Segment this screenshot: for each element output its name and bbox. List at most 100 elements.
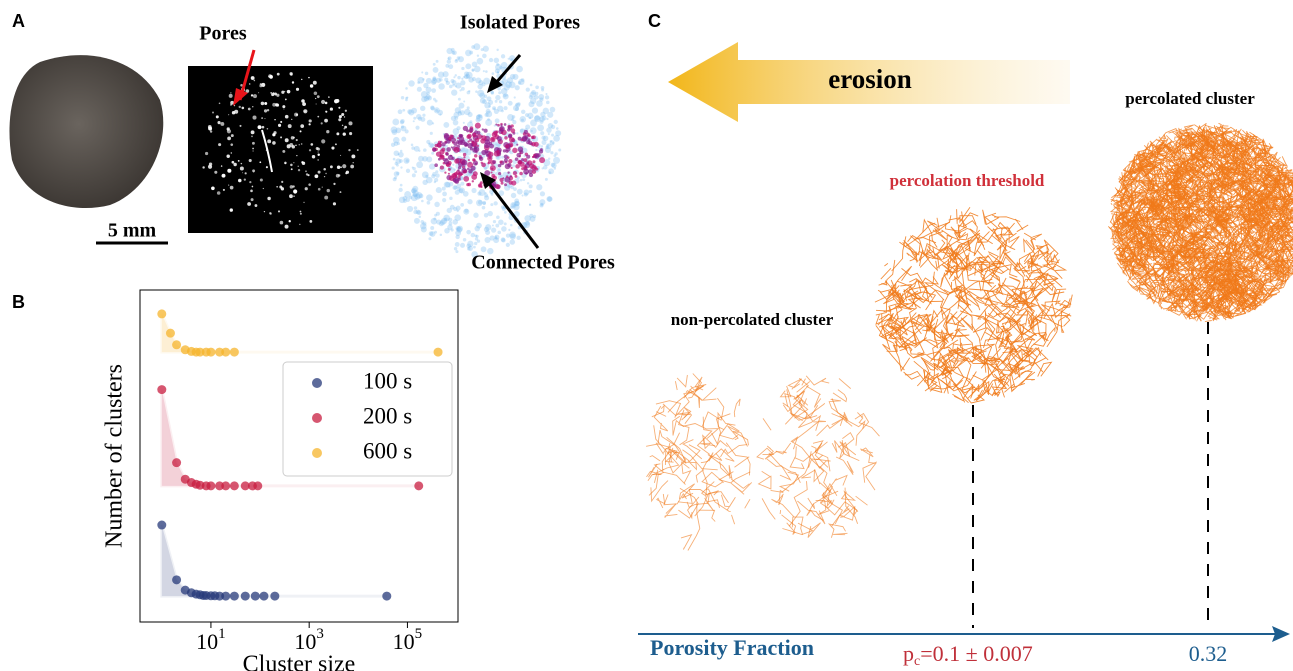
- pore: [259, 161, 262, 164]
- pore: [456, 56, 461, 60]
- pore: [464, 71, 470, 77]
- pore: [258, 92, 260, 94]
- pore: [254, 204, 258, 207]
- pore: [432, 62, 436, 66]
- network-edge: [657, 429, 681, 454]
- pore: [298, 144, 300, 146]
- pore: [442, 198, 447, 203]
- arrow-head: [487, 76, 503, 93]
- pore: [531, 169, 537, 174]
- panel-label: A: [12, 11, 25, 31]
- network-edge: [882, 335, 905, 371]
- data-point: [382, 591, 392, 601]
- network-edge: [1128, 142, 1149, 163]
- pore: [411, 173, 416, 178]
- pore: [500, 88, 508, 95]
- network-edge: [909, 296, 917, 343]
- pc-label: pc=0.1 ± 0.007: [903, 641, 1033, 669]
- network-edge: [1124, 250, 1143, 280]
- network-edge: [989, 268, 1009, 282]
- network-edge: [1176, 140, 1217, 153]
- pore: [448, 185, 451, 188]
- network-edge: [1012, 275, 1033, 306]
- pore: [504, 183, 508, 187]
- pore: [344, 109, 347, 112]
- pore: [425, 94, 431, 100]
- pore: [398, 151, 404, 158]
- pore: [437, 109, 443, 116]
- pore: [534, 95, 539, 100]
- pore: [545, 143, 552, 150]
- pore: [245, 89, 250, 93]
- pore: [545, 93, 548, 96]
- pore: [503, 106, 508, 111]
- pore: [548, 168, 555, 175]
- data-point: [229, 481, 239, 491]
- network-edge: [1204, 273, 1217, 285]
- network-edge: [1050, 256, 1053, 265]
- pore: [467, 121, 474, 128]
- pore: [541, 139, 547, 145]
- network-edge: [1033, 349, 1044, 373]
- network-edge: [682, 449, 718, 472]
- pore: [248, 83, 251, 85]
- pore: [431, 151, 435, 155]
- network-edge: [884, 263, 889, 267]
- pore: [447, 57, 450, 60]
- pore: [512, 171, 518, 176]
- pore: [435, 211, 440, 216]
- network-edge: [1046, 252, 1060, 264]
- pore: [490, 171, 493, 174]
- network-edge: [1160, 306, 1164, 309]
- pore: [432, 77, 437, 81]
- pore: [476, 144, 480, 148]
- pore: [534, 115, 540, 121]
- network-edge: [1184, 196, 1200, 241]
- pore: [432, 147, 437, 152]
- network-edge: [704, 497, 720, 512]
- pore: [425, 176, 433, 184]
- network-edge: [976, 261, 1005, 274]
- network-edge: [833, 532, 848, 536]
- network-edge: [1168, 150, 1182, 162]
- network-edge: [1152, 149, 1164, 162]
- pore: [462, 191, 469, 197]
- pore: [445, 181, 451, 188]
- pore: [485, 70, 488, 73]
- pore: [340, 154, 342, 156]
- network-edge: [840, 490, 857, 501]
- network-edge: [727, 425, 748, 447]
- pore: [415, 192, 423, 199]
- network-edge: [1144, 257, 1159, 278]
- network-edge: [816, 418, 844, 437]
- pore: [451, 173, 457, 179]
- pore: [514, 85, 520, 91]
- pore: [247, 202, 252, 206]
- network-edge: [1218, 181, 1249, 204]
- network-edge: [956, 232, 981, 252]
- crack: [261, 129, 273, 173]
- network-edge: [1110, 202, 1113, 206]
- pore: [511, 203, 516, 208]
- pore: [457, 56, 464, 63]
- pore: [422, 78, 425, 81]
- pore: [512, 120, 517, 125]
- pore: [412, 185, 419, 192]
- pore: [558, 148, 562, 152]
- network-edge: [1262, 138, 1271, 163]
- pore: [445, 152, 449, 156]
- pore: [454, 85, 457, 88]
- pore: [460, 181, 465, 186]
- pore: [314, 97, 317, 100]
- network-edge: [731, 478, 750, 489]
- pore: [475, 234, 479, 238]
- pore: [509, 73, 516, 80]
- network-edge: [983, 337, 1000, 359]
- pore: [488, 99, 494, 105]
- network-edge: [888, 290, 903, 305]
- pore: [301, 78, 303, 81]
- pore: [428, 142, 431, 146]
- network-edge: [878, 316, 893, 339]
- network-edge: [977, 305, 1002, 320]
- pore: [248, 158, 252, 163]
